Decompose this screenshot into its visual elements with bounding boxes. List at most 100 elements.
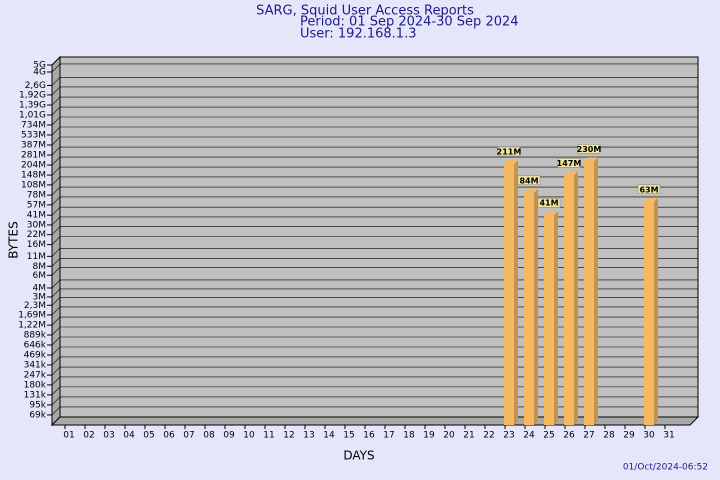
x-tick-label: 02 [83, 431, 94, 441]
bar [564, 175, 574, 425]
y-tick-label: 11M [27, 252, 46, 262]
x-tick-label: 01 [63, 431, 74, 441]
x-tick-label: 17 [383, 431, 394, 441]
value-label: 41M [539, 199, 558, 208]
y-tick-label: 889k [24, 331, 47, 341]
y-tick-label: 1,92G [19, 90, 46, 100]
grid-line [51, 366, 698, 376]
y-tick-label: 341k [24, 360, 47, 370]
x-tick-label: 09 [223, 431, 235, 441]
x-tick-label: 13 [303, 431, 314, 441]
y-tick-label: 2,6G [25, 81, 46, 91]
y-tick-label: 57M [27, 200, 46, 210]
grid-line [51, 288, 698, 298]
y-tick-label: 4M [33, 283, 47, 293]
grid-line [51, 156, 698, 166]
bar-top [544, 211, 558, 216]
bar [544, 215, 554, 425]
y-tick-label: 1,69M [18, 310, 46, 320]
value-label: 230M [577, 145, 602, 154]
bar-side [534, 188, 538, 425]
x-tick-label: 14 [323, 431, 335, 441]
grid-line [51, 216, 698, 226]
x-tick-label: 26 [563, 431, 575, 441]
bar-side [554, 211, 558, 425]
x-tick-label: 11 [263, 431, 274, 441]
x-tick-label: 20 [443, 431, 455, 441]
grid-line [51, 296, 698, 306]
grid-line [51, 226, 698, 235]
value-label: 147M [557, 159, 582, 168]
grid-line [51, 196, 698, 206]
y-tick-label: 180k [24, 380, 47, 390]
x-tick-label: 12 [283, 431, 294, 441]
x-tick-label: 08 [203, 431, 215, 441]
y-tick-label: 16M [27, 240, 46, 250]
bar-side [594, 157, 598, 425]
x-tick-label: 30 [643, 431, 655, 441]
grid-line [51, 346, 698, 356]
y-tick-label: 281M [21, 151, 46, 161]
floor [50, 416, 700, 426]
y-tick-label: 1,01G [19, 111, 46, 121]
y-tick-label: 469k [24, 351, 47, 361]
bar-top [584, 157, 598, 162]
x-tick-label: 22 [483, 431, 494, 441]
grid-line [51, 336, 698, 346]
y-tick-label: 4G [33, 67, 46, 77]
grid-line [51, 166, 698, 176]
x-tick-label: 16 [363, 431, 375, 441]
y-tick-label: 69k [29, 410, 46, 420]
x-tick-label: 04 [123, 431, 135, 441]
x-tick-label: 29 [623, 431, 635, 441]
back-wall [59, 56, 699, 418]
grid-line [51, 279, 698, 289]
grid-line [51, 146, 698, 156]
x-tick-label: 19 [423, 431, 435, 441]
x-tick-label: 23 [503, 431, 514, 441]
grid-line [51, 126, 698, 136]
grid-line [51, 206, 698, 216]
bar-side [654, 197, 658, 425]
x-tick-label: 15 [343, 431, 354, 441]
y-tick-label: 41M [27, 211, 46, 221]
grid-line [51, 96, 698, 106]
y-tick-label: 247k [24, 371, 47, 381]
x-axis-title: DAYS [343, 449, 374, 463]
bar-top [644, 197, 658, 202]
x-tick-label: 31 [663, 431, 674, 441]
x-tick-label: 05 [143, 431, 154, 441]
value-label-box [517, 175, 541, 186]
bar-side [574, 171, 578, 425]
x-tick-label: 07 [183, 431, 194, 441]
grid-line [51, 236, 698, 245]
y-tick-label: 533M [21, 131, 46, 141]
value-label-box [497, 146, 521, 157]
y-tick-label: 30M [27, 220, 46, 230]
y-tick-label: 2,3M [24, 301, 46, 311]
y-tick-label: 108M [21, 180, 46, 190]
grid-line [51, 376, 698, 386]
y-tick-label: 646k [24, 340, 47, 350]
bar-top [524, 188, 538, 193]
grid-line [51, 136, 698, 146]
chart-subtitle: User: 192.168.1.3 [300, 27, 416, 42]
value-label-box [557, 158, 581, 168]
bar-side [514, 159, 518, 425]
grid-line [51, 248, 698, 257]
grid-line [51, 266, 698, 276]
grid-line [51, 77, 698, 86]
y-tick-label: 8M [33, 262, 47, 272]
grid-line [51, 186, 698, 196]
y-tick-label: 734M [21, 120, 46, 130]
bar-top [564, 171, 578, 176]
value-label-box [537, 197, 561, 208]
x-tick-label: 06 [163, 431, 175, 441]
y-tick-label: 1,39G [19, 101, 46, 111]
y-tick-label: 148M [21, 171, 46, 181]
y-tick-label: 3M [33, 292, 47, 302]
grid-line [51, 86, 698, 96]
bar [644, 201, 654, 425]
value-label-box [577, 144, 601, 154]
